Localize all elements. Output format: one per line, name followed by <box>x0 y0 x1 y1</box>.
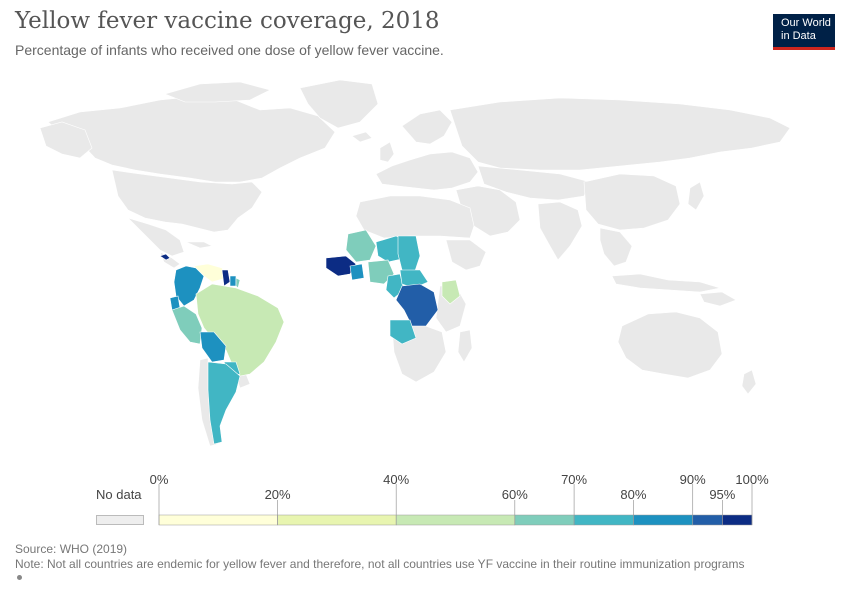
legend-bin-0[interactable] <box>158 514 278 526</box>
legend-tick-label-6: 90% <box>680 472 706 487</box>
region-mali[interactable] <box>345 229 377 263</box>
legend-bin-7[interactable] <box>722 514 753 526</box>
land-horn-africa <box>445 239 487 271</box>
land-alaska <box>39 121 93 159</box>
legend-bin-1[interactable] <box>277 514 397 526</box>
legend-tick-label-2: 40% <box>383 472 409 487</box>
legend-bins <box>158 514 753 526</box>
legend-tick-label-0: 0% <box>150 472 169 487</box>
region-panama[interactable] <box>159 253 171 261</box>
legend-bin-5[interactable] <box>633 514 693 526</box>
land-papua <box>699 291 737 307</box>
legend-tick-label-8: 100% <box>735 472 769 487</box>
footnote: Note: Not all countries are endemic for … <box>15 557 745 571</box>
region-chad[interactable] <box>397 235 421 275</box>
land-canada <box>47 95 336 183</box>
region-french-guiana[interactable] <box>235 277 241 289</box>
land-greenland <box>299 79 379 129</box>
world-map[interactable] <box>0 70 850 460</box>
land-north-africa <box>355 195 475 239</box>
legend-bin-4[interactable] <box>573 514 634 526</box>
region-guyana[interactable] <box>221 269 231 287</box>
source-note: Source: WHO (2019) <box>15 542 128 556</box>
land-southeast-asia <box>599 227 633 267</box>
region-suriname[interactable] <box>229 275 237 287</box>
land-arctic-islands <box>164 81 271 103</box>
color-legend: 0% 20% 40% 60% 70% 80% 90%95%100% <box>150 472 769 526</box>
land-china <box>583 173 681 231</box>
land-central-asia <box>477 165 591 201</box>
legend-tick-label-4: 70% <box>561 472 587 487</box>
map-background-land <box>39 79 791 447</box>
region-ghana[interactable] <box>349 263 365 281</box>
region-dr-congo[interactable] <box>395 283 439 327</box>
legend-ticks: 0% 20% 40% 60% 70% 80% 90%95%100% <box>150 472 769 525</box>
region-bolivia[interactable] <box>199 331 227 363</box>
land-new-zealand <box>741 369 757 395</box>
land-japan <box>687 181 705 211</box>
legend-tick-label-5: 80% <box>620 487 646 502</box>
logo-line-2: in Data <box>781 30 816 42</box>
legend-bin-2[interactable] <box>395 514 516 526</box>
land-russia-asia <box>449 97 791 171</box>
land-mexico <box>127 217 185 257</box>
land-europe <box>375 151 479 191</box>
land-madagascar <box>457 329 473 363</box>
legend-bin-3[interactable] <box>514 514 575 526</box>
region-angola[interactable] <box>389 319 417 345</box>
map-countries-with-data <box>159 229 461 445</box>
logo-line-1: Our World <box>781 17 831 29</box>
legend-tick-label-1: 20% <box>265 487 291 502</box>
footer-bullet <box>17 575 22 580</box>
legend-nodata-swatch <box>96 515 144 525</box>
legend-bin-6[interactable] <box>692 514 723 526</box>
land-cuba <box>185 241 213 249</box>
land-usa <box>111 169 263 233</box>
land-iceland <box>351 131 373 143</box>
land-india <box>537 201 583 261</box>
region-argentina[interactable] <box>207 361 241 445</box>
owid-logo[interactable]: Our World in Data <box>773 14 835 50</box>
region-west-coast[interactable] <box>325 255 357 277</box>
legend-nodata-label: No data <box>96 487 142 502</box>
land-indonesia <box>611 273 721 293</box>
chart-title: Yellow fever vaccine coverage, 2018 <box>15 8 440 34</box>
legend-tick-label-7: 95% <box>709 487 735 502</box>
land-uk <box>379 141 395 163</box>
land-scandinavia <box>401 109 453 145</box>
land-australia <box>617 311 723 379</box>
region-kenya[interactable] <box>441 279 461 305</box>
chart-subtitle: Percentage of infants who received one d… <box>15 42 444 58</box>
legend-tick-label-3: 60% <box>502 487 528 502</box>
